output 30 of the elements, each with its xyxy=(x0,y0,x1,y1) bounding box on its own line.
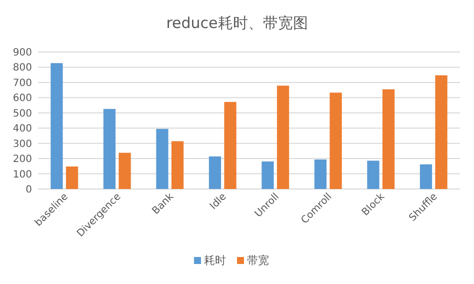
y-tick-label: 200 xyxy=(12,154,32,166)
bar xyxy=(208,156,222,189)
bar xyxy=(103,108,116,189)
y-tick-label: 400 xyxy=(12,124,32,135)
x-tick-label: Idle xyxy=(208,191,229,212)
y-tick-label: 500 xyxy=(12,108,32,120)
y-tick-label: 600 xyxy=(12,93,32,104)
y-tick-label: 900 xyxy=(12,48,32,58)
y-tick-label: 0 xyxy=(26,184,32,196)
legend-label: 耗时 xyxy=(204,254,226,267)
y-tick-label: 300 xyxy=(12,138,32,150)
bar xyxy=(66,166,78,189)
bar xyxy=(262,161,274,189)
chart-title: reduce耗时、带宽图 xyxy=(166,14,308,32)
legend-label: 带宽 xyxy=(247,254,269,267)
bar xyxy=(276,86,290,189)
y-tick-label: 700 xyxy=(12,78,32,89)
y-tick-label: 100 xyxy=(12,169,32,180)
bar xyxy=(435,75,448,189)
bar xyxy=(118,152,131,189)
bar xyxy=(171,141,184,189)
bar xyxy=(314,159,327,189)
bar xyxy=(382,89,395,189)
bar xyxy=(224,102,236,189)
y-tick-label: 800 xyxy=(12,62,32,74)
bar xyxy=(330,92,342,189)
bar xyxy=(420,164,432,189)
bar xyxy=(156,128,168,189)
bar xyxy=(367,160,380,189)
bar xyxy=(50,63,63,189)
